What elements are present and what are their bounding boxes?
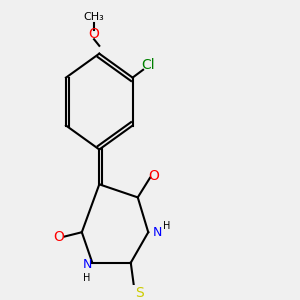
Text: N: N bbox=[152, 226, 162, 239]
Text: O: O bbox=[148, 169, 159, 183]
Text: N: N bbox=[82, 258, 92, 272]
Text: H: H bbox=[163, 221, 170, 231]
Text: S: S bbox=[135, 286, 144, 300]
Text: O: O bbox=[88, 27, 100, 41]
Text: CH₃: CH₃ bbox=[84, 12, 104, 22]
Text: O: O bbox=[54, 230, 64, 244]
Text: H: H bbox=[83, 273, 91, 283]
Text: Cl: Cl bbox=[142, 58, 155, 71]
